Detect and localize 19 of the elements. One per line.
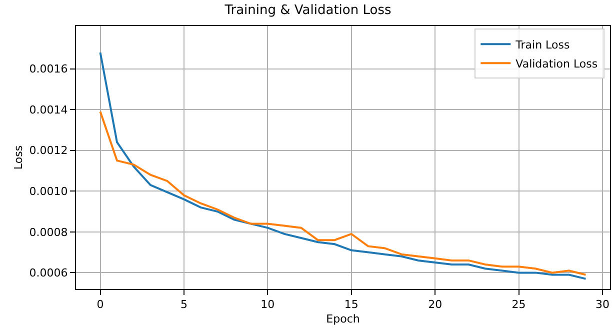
line-series (99, 110, 587, 276)
x-tick-label: 10 (260, 298, 275, 312)
y-tick-label: 0.0012 (29, 144, 68, 158)
x-tick-label: 0 (96, 298, 104, 312)
legend-label: Validation Loss (516, 57, 598, 70)
y-tick-label: 0.0010 (29, 184, 68, 198)
x-tick-label: 25 (512, 298, 526, 312)
y-tick-label: 0.0016 (29, 62, 68, 76)
x-tick-label: 30 (595, 298, 610, 312)
x-tick-label: 20 (428, 298, 442, 312)
y-axis-title: Loss (12, 145, 25, 170)
x-tick-label: 5 (180, 298, 188, 312)
y-tick-label: 0.0008 (29, 226, 68, 239)
x-axis-title: Epoch (326, 312, 360, 326)
y-tick-label: 0.0006 (29, 266, 68, 280)
legend-label: Train Loss (514, 38, 570, 52)
y-tick-label: 0.0014 (29, 103, 68, 116)
chart-title: Training & Validation Loss (224, 3, 392, 18)
x-tick-label: 15 (344, 298, 358, 312)
